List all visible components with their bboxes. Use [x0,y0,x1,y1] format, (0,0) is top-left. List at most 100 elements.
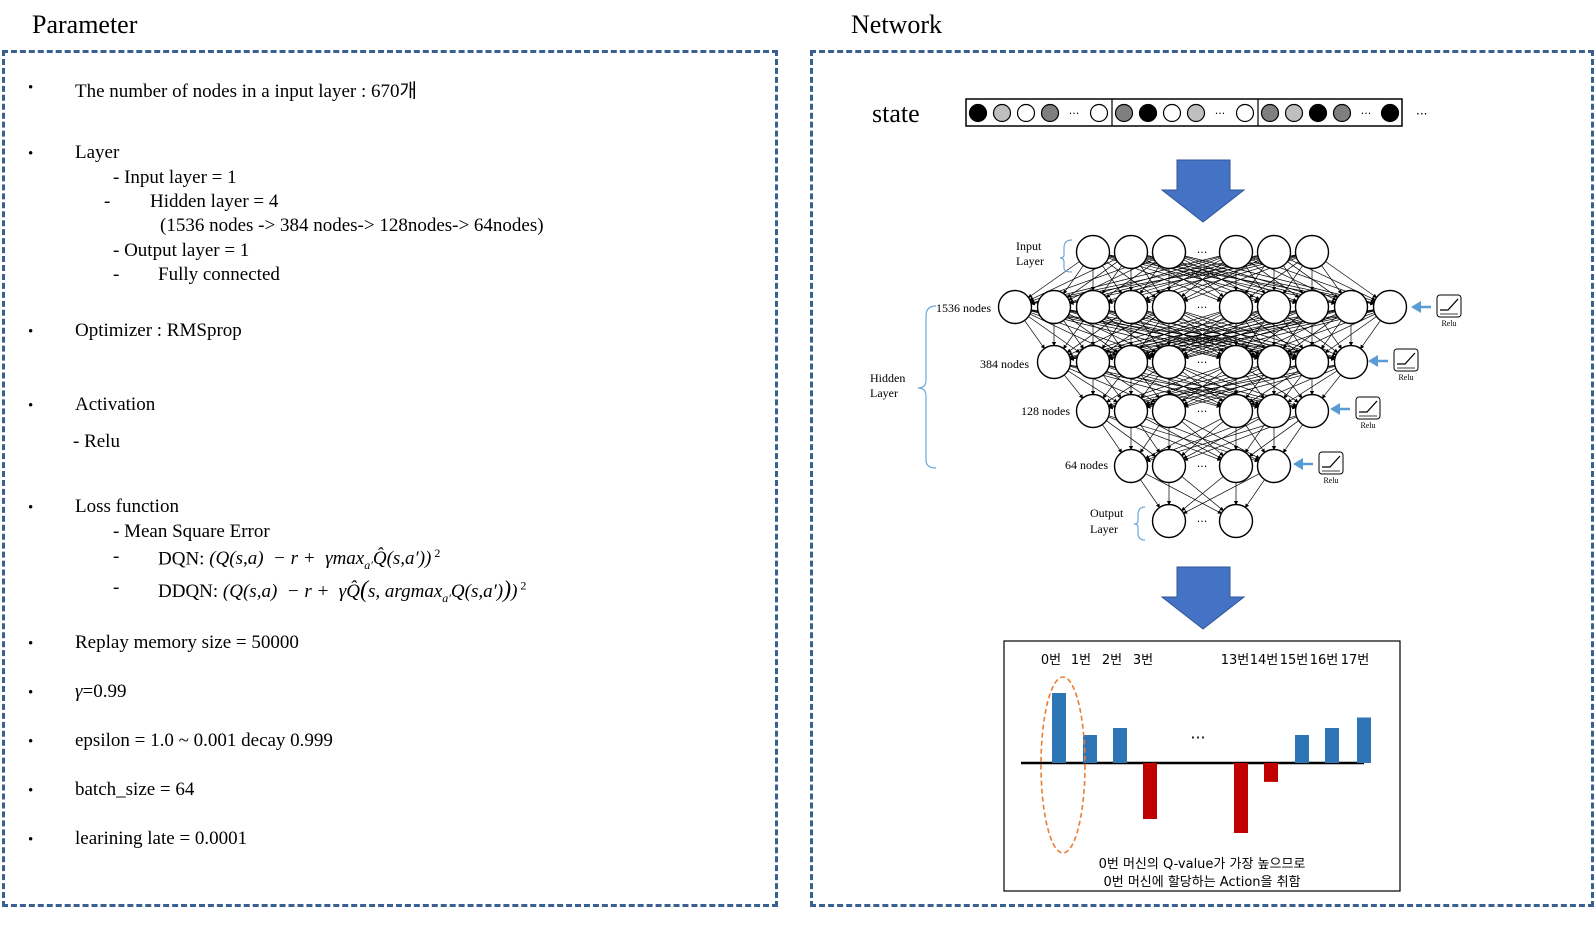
chart-bar [1143,763,1157,819]
neuron-node [1075,234,1111,270]
connection-line [1145,473,1223,514]
hidden-layer-dash: - [104,191,111,212]
connection-line [1282,265,1303,295]
state-cell [1235,103,1255,123]
state-cell [1040,103,1060,123]
neuron-node [1075,344,1111,380]
connection-line [1182,473,1260,514]
lr-text: learining late = 0.0001 [75,828,248,849]
dqn-label: DQN: [158,548,205,570]
state-cell [992,103,1012,123]
state-cell [1186,103,1206,123]
connection-line [1248,261,1299,298]
down-arrow-icon [1160,566,1246,630]
state-cell [1308,103,1328,123]
connection-line [1069,255,1296,305]
neuron-node [1218,344,1254,380]
neuron-node [1256,448,1292,484]
relu-label: Relu [1398,373,1413,382]
connection-line [1244,424,1265,454]
state-ellipsis: ··· [1069,107,1080,120]
network-title: Network [851,10,942,39]
neuron-node [1151,503,1187,539]
connection-line [1106,370,1156,403]
relu-curve [1397,352,1416,365]
state-cells: ··· ··· ··· [968,103,1400,123]
neuron-node [1151,234,1187,270]
neuron-node [1256,234,1292,270]
connection-line [1064,374,1084,399]
connection-line [1360,320,1381,350]
neuron-node [1333,344,1369,380]
network-panel [810,50,1594,907]
relu-text: - Relu [73,431,120,452]
fc-dash: - [113,264,120,285]
connection-line [1030,255,1258,305]
neuron-node [1113,234,1149,270]
neuron-node [1372,289,1408,325]
layer-label-1536: 1536 nodes [936,301,991,315]
connection-line [1108,364,1335,410]
connection-line [1244,320,1265,350]
bullet: • [28,324,34,340]
connection-line [1067,370,1118,403]
connection-line [1282,424,1303,454]
connection-line [1105,261,1156,298]
chart-category-label: 2번 [1102,653,1122,668]
output-layer-label-2: Layer [1090,522,1118,536]
relu-arrow-icon [1368,355,1378,367]
relu-graph-icon [1393,348,1419,372]
state-cell [1138,103,1158,123]
connection-line [1066,316,1118,353]
state-cell [1089,103,1109,123]
input-nodes-text: The number of nodes in a input layer : 6… [75,81,417,102]
neuron-node [1151,448,1187,484]
ddqn-dash: - [113,577,120,598]
dqn-formula: DQN: (Q(s,a) − r + γmaxa′Q̂(s,a′)) 2 [158,546,441,573]
neuron-node [1113,289,1149,325]
relu-arrow-icon [1330,403,1340,415]
parameter-title: Parameter [32,10,138,39]
gamma-text: γ=0.99 [75,681,126,703]
connection-line [1325,261,1378,298]
neuron-node [1294,289,1330,325]
bullet: • [28,636,34,652]
connection-line [1102,424,1123,454]
neuron-node [1294,344,1330,380]
gamma-value: =0.99 [82,681,127,702]
state-ellipsis: ··· [1361,107,1372,120]
state-ellipsis: ··· [1215,107,1226,120]
chart-category-label: 3번 [1133,653,1153,668]
chart-ellipsis: ··· [1190,728,1205,747]
neuron-node [1151,393,1187,429]
parameter-panel [2,50,778,907]
q-value-chart-frame [1003,640,1401,892]
chart-bar [1083,735,1097,763]
layer-label-384: 384 nodes [980,357,1029,371]
bullet: • [28,685,34,701]
bullet: • [28,500,34,516]
neuron-node [1256,393,1292,429]
network-connections [1024,254,1381,514]
connection-line [1140,479,1161,509]
neuron-node [1294,234,1330,270]
state-cell [968,103,988,123]
chart-caption-2: 0번 머신에 할당하는 Action을 취함 [1103,875,1300,890]
neuron-node [1256,289,1292,325]
state-vector-box [965,98,1403,127]
neuron-node [1151,344,1187,380]
connection-line [1321,265,1342,295]
output-layer-text: - Output layer = 1 [113,240,250,261]
neuron-node [1113,344,1149,380]
input-layer-label-1: Input [1016,239,1042,253]
connection-line [1030,254,1296,306]
relu-graph-icon [1318,451,1344,475]
layer-ellipsis: ··· [1197,246,1208,259]
bullet: • [28,398,34,414]
state-label: state [872,99,920,128]
relu-arrow-icon [1293,458,1303,470]
fully-connected-text: Fully connected [158,264,280,285]
connection-line [1287,370,1338,403]
connection-line [1321,374,1341,399]
connection-line [1105,316,1156,353]
